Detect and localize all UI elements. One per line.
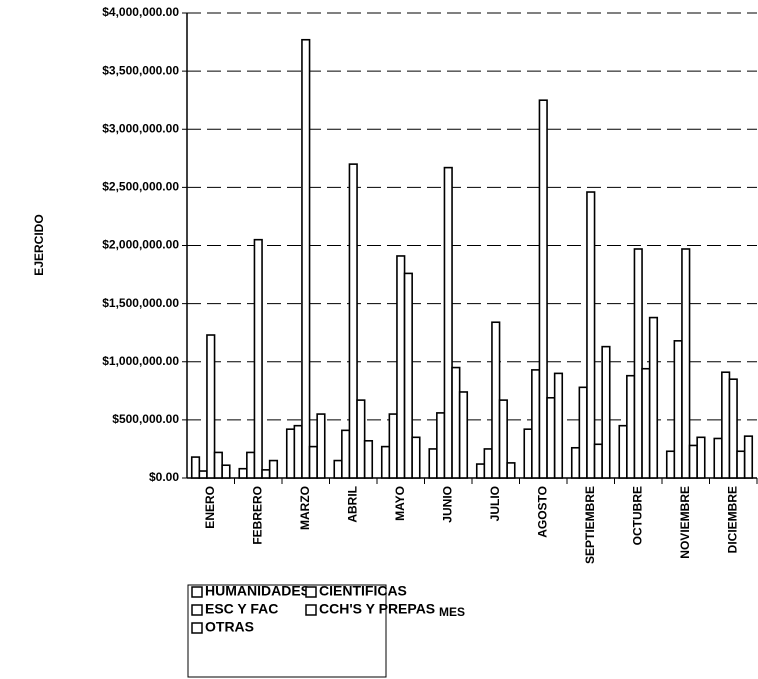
legend-swatch [191,604,203,616]
bar [403,272,413,479]
bar [451,366,461,479]
legend-label: CIENTIFICAS [319,583,407,599]
x-tick-label: ABRIL [345,486,359,523]
bar [593,443,603,479]
bar [198,470,208,479]
bar [713,437,723,479]
bar [688,444,698,479]
bar [483,448,493,479]
y-tick-label: $3,500,000.00 [102,63,179,77]
legend-box [187,584,387,678]
bar [268,459,279,479]
bar [538,99,548,479]
bar [458,391,469,479]
x-tick-label: MAYO [393,486,407,521]
bar [721,371,731,479]
bar [618,424,628,479]
x-tick-label: MARZO [298,486,312,530]
bar [531,369,541,479]
bar [246,451,256,479]
bar [363,439,374,479]
x-tick-label: SEPTIEMBRE [583,486,597,564]
bar [523,428,533,479]
bar [221,464,231,479]
bar [475,463,486,479]
x-tick-label: AGOSTO [535,486,549,538]
bar [681,248,691,479]
y-tick-label: $3,000,000.00 [102,121,179,135]
bar [261,469,271,479]
bar [498,399,508,479]
bar [213,451,223,479]
bar [333,459,343,479]
x-tick-label: NOVIEMBRE [678,486,692,559]
bar [626,374,636,479]
bar [491,321,501,479]
y-tick-label: $1,500,000.00 [102,296,179,310]
bar [578,386,588,479]
legend-label: OTRAS [205,619,254,635]
bar [348,163,358,479]
legend-swatch [305,586,317,598]
bar [428,448,438,479]
bar [586,191,596,479]
x-tick-label: OCTUBRE [630,486,644,545]
bar [301,38,311,479]
x-tick-label: DICIEMBRE [725,486,739,553]
bar [570,446,581,479]
legend-swatch [191,622,203,634]
bar [293,424,303,479]
bar [736,450,746,479]
bar [546,396,556,479]
x-tick-label: FEBRERO [250,486,264,545]
bar [436,412,446,479]
bar [506,462,516,479]
legend-label: CCH'S Y PREPAS [319,601,435,617]
bar [380,445,391,479]
y-tick-label: $2,000,000.00 [102,238,179,252]
bar [238,467,248,479]
bar [316,413,326,479]
bar [388,413,398,479]
bar [308,445,318,479]
bar [190,456,201,479]
bar [633,248,643,479]
bar [341,429,351,479]
bar [396,255,406,479]
x-tick-label: JULIO [488,486,502,521]
x-tick-label: ENERO [203,486,217,529]
bar [641,367,651,479]
legend-swatch [191,586,203,598]
bar [601,345,611,479]
bar [443,166,453,479]
legend-swatch [305,604,317,616]
bar [553,372,564,479]
x-tick-label: JUNIO [440,486,454,523]
bar [743,435,754,479]
bar [673,340,683,479]
bar [206,334,216,479]
y-tick-label: $4,000,000.00 [102,5,179,19]
y-tick-label: $500,000.00 [112,412,179,426]
legend-label: ESC Y FAC [205,601,278,617]
bar [665,450,676,479]
bar [648,316,659,479]
bar [356,399,366,479]
y-tick-label: $0.00 [149,470,179,484]
y-tick-label: $1,000,000.00 [102,354,179,368]
y-axis-label: EJERCIDO [32,214,46,275]
bar [253,238,263,479]
legend-label: HUMANIDADES [205,583,310,599]
bar [696,436,706,479]
bar [285,428,296,479]
bar [728,378,738,479]
y-tick-label: $2,500,000.00 [102,180,179,194]
bar [411,436,421,479]
x-axis-label: MES [439,605,465,619]
